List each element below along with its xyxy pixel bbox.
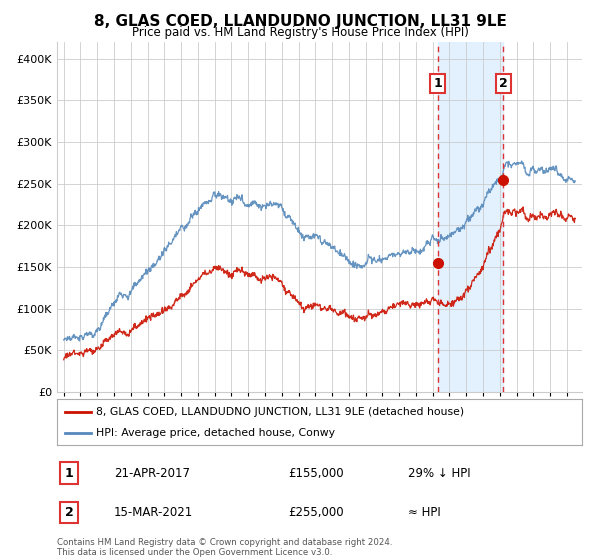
Text: 2: 2 <box>65 506 73 519</box>
Text: 15-MAR-2021: 15-MAR-2021 <box>114 506 193 519</box>
Text: £255,000: £255,000 <box>288 506 344 519</box>
Bar <box>438 42 503 392</box>
Text: 8, GLAS COED, LLANDUDNO JUNCTION, LL31 9LE (detached house): 8, GLAS COED, LLANDUDNO JUNCTION, LL31 9… <box>97 407 464 417</box>
Text: 8, GLAS COED, LLANDUDNO JUNCTION, LL31 9LE: 8, GLAS COED, LLANDUDNO JUNCTION, LL31 9… <box>94 14 506 29</box>
Text: ≈ HPI: ≈ HPI <box>408 506 441 519</box>
Text: 21-APR-2017: 21-APR-2017 <box>114 466 190 480</box>
Text: Price paid vs. HM Land Registry's House Price Index (HPI): Price paid vs. HM Land Registry's House … <box>131 26 469 39</box>
Text: HPI: Average price, detached house, Conwy: HPI: Average price, detached house, Conw… <box>97 428 335 438</box>
Text: 1: 1 <box>433 77 442 90</box>
Text: £155,000: £155,000 <box>288 466 344 480</box>
Text: 29% ↓ HPI: 29% ↓ HPI <box>408 466 470 480</box>
Text: Contains HM Land Registry data © Crown copyright and database right 2024.
This d: Contains HM Land Registry data © Crown c… <box>57 538 392 557</box>
Text: 1: 1 <box>65 466 73 480</box>
Text: 2: 2 <box>499 77 508 90</box>
